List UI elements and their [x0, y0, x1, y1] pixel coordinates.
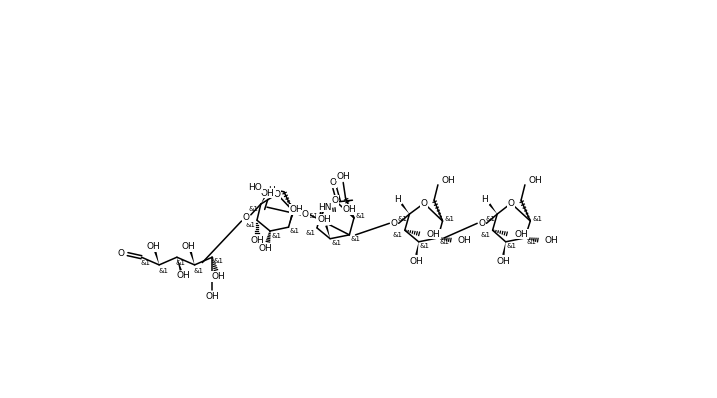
Text: &1: &1	[214, 258, 224, 264]
Text: &1: &1	[158, 268, 168, 274]
Text: O: O	[331, 196, 338, 205]
Text: O: O	[273, 189, 280, 199]
Text: OH: OH	[176, 271, 190, 280]
Text: &1: &1	[194, 268, 204, 274]
Text: O: O	[421, 199, 427, 208]
Text: HN: HN	[318, 203, 331, 212]
Text: OH: OH	[261, 189, 275, 198]
Polygon shape	[325, 225, 330, 239]
Text: &1: &1	[176, 260, 186, 266]
Text: O: O	[330, 178, 337, 187]
Text: &1: &1	[480, 232, 490, 238]
Text: O: O	[508, 199, 515, 208]
Text: H: H	[482, 195, 488, 204]
Text: OH: OH	[442, 176, 455, 185]
Text: &1: &1	[445, 216, 455, 222]
Text: &1: &1	[271, 233, 281, 239]
Polygon shape	[177, 257, 182, 271]
Text: &1: &1	[397, 216, 407, 222]
Text: OH: OH	[212, 272, 225, 281]
Polygon shape	[261, 193, 268, 204]
Text: OH: OH	[336, 172, 350, 181]
Text: OH: OH	[206, 292, 219, 301]
Text: OH: OH	[259, 244, 272, 253]
Text: O: O	[478, 219, 485, 228]
Polygon shape	[288, 214, 293, 227]
Polygon shape	[502, 242, 505, 255]
Text: OH: OH	[545, 236, 559, 245]
Text: &1: &1	[507, 244, 517, 250]
Text: OH: OH	[528, 176, 543, 185]
Text: OH: OH	[409, 257, 423, 265]
Polygon shape	[189, 252, 194, 265]
Text: O: O	[391, 219, 397, 228]
Text: HO: HO	[249, 183, 262, 192]
Text: OH: OH	[290, 205, 303, 214]
Polygon shape	[154, 252, 159, 265]
Text: O: O	[118, 249, 125, 258]
Text: &1: &1	[420, 244, 429, 250]
Text: &1: &1	[393, 232, 403, 238]
Text: &1: &1	[249, 206, 259, 212]
Text: &1: &1	[295, 206, 305, 212]
Text: OH: OH	[496, 257, 511, 265]
Text: OH: OH	[146, 242, 160, 251]
Text: &1: &1	[356, 213, 366, 219]
Text: H: H	[394, 195, 401, 204]
Text: OH: OH	[250, 236, 264, 245]
Text: H: H	[268, 186, 275, 195]
Text: &1: &1	[532, 216, 542, 222]
Text: &1: &1	[214, 273, 224, 279]
Text: &1: &1	[245, 222, 255, 228]
Text: &1: &1	[309, 213, 319, 219]
Text: OH: OH	[514, 230, 528, 238]
Text: &1: &1	[526, 239, 536, 245]
Polygon shape	[317, 211, 324, 228]
Text: &1: &1	[351, 236, 361, 242]
Text: &1: &1	[331, 240, 341, 246]
Text: &1: &1	[305, 230, 315, 236]
Text: &1: &1	[439, 239, 449, 245]
Text: &1: &1	[290, 228, 300, 234]
Text: O: O	[242, 213, 250, 222]
Text: OH: OH	[427, 230, 440, 238]
Polygon shape	[488, 203, 497, 214]
Text: &1: &1	[485, 216, 495, 222]
Polygon shape	[401, 203, 409, 214]
Text: OH: OH	[458, 236, 472, 245]
Polygon shape	[415, 242, 419, 255]
Text: OH: OH	[343, 205, 356, 214]
Text: O: O	[302, 211, 309, 219]
Text: OH: OH	[317, 215, 331, 224]
Text: OH: OH	[181, 242, 195, 251]
Text: &1: &1	[141, 260, 151, 266]
